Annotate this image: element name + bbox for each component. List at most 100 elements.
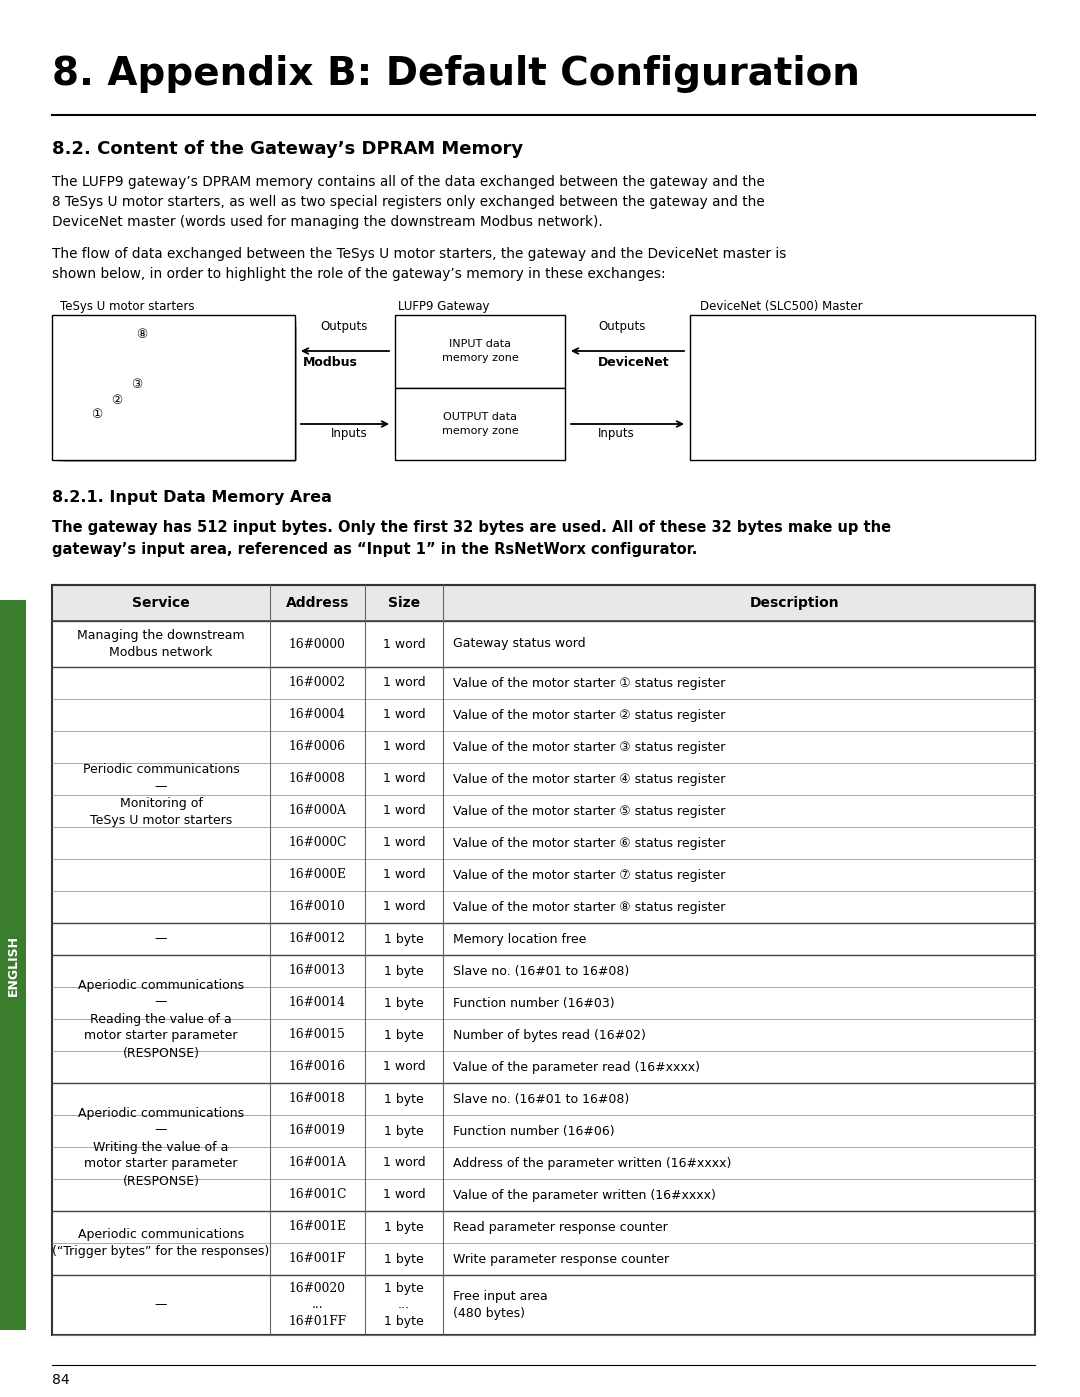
Text: DeviceNet (SLC500) Master: DeviceNet (SLC500) Master: [700, 300, 863, 313]
Text: 8.2. Content of the Gateway’s DPRAM Memory: 8.2. Content of the Gateway’s DPRAM Memo…: [52, 140, 523, 158]
Text: Value of the motor starter ① status register: Value of the motor starter ① status regi…: [453, 676, 726, 690]
Text: Function number (16#06): Function number (16#06): [453, 1125, 615, 1137]
Bar: [52, 314, 295, 460]
Text: Number of bytes read (16#02): Number of bytes read (16#02): [453, 1028, 646, 1042]
Text: 1 word: 1 word: [382, 708, 426, 721]
Bar: [58, 321, 295, 460]
Text: 16#0019: 16#0019: [289, 1125, 346, 1137]
Text: Periodic communications
—
Monitoring of
TeSys U motor starters: Periodic communications — Monitoring of …: [83, 763, 240, 827]
Text: 1 byte: 1 byte: [384, 1221, 423, 1234]
Text: —: —: [154, 1298, 167, 1312]
Text: INPUT data
memory zone: INPUT data memory zone: [442, 339, 518, 363]
Text: 1 word: 1 word: [382, 637, 426, 651]
Text: Function number (16#03): Function number (16#03): [453, 996, 615, 1010]
Text: Address of the parameter written (16#xxxx): Address of the parameter written (16#xxx…: [453, 1157, 731, 1169]
Text: Memory location free: Memory location free: [453, 933, 586, 946]
Text: Description: Description: [750, 597, 839, 610]
Bar: [690, 314, 1035, 460]
Text: OUTPUT data
memory zone: OUTPUT data memory zone: [442, 412, 518, 436]
Text: 16#0004: 16#0004: [289, 708, 346, 721]
Text: 1 byte
...
1 byte: 1 byte ... 1 byte: [384, 1282, 423, 1329]
Text: ENGLISH: ENGLISH: [6, 935, 19, 996]
Text: 1 word: 1 word: [382, 1189, 426, 1201]
Text: 16#0016: 16#0016: [289, 1060, 346, 1073]
Text: 1 word: 1 word: [382, 773, 426, 785]
Text: 16#0014: 16#0014: [289, 996, 346, 1010]
Text: 1 byte: 1 byte: [384, 1092, 423, 1105]
Text: 16#0008: 16#0008: [289, 773, 346, 785]
Text: Inputs: Inputs: [598, 427, 635, 440]
Text: 1 byte: 1 byte: [384, 964, 423, 978]
Text: 16#0020
...
16#01FF: 16#0020 ... 16#01FF: [288, 1282, 347, 1329]
Text: 1 byte: 1 byte: [384, 1125, 423, 1137]
Text: The LUFP9 gateway’s DPRAM memory contains all of the data exchanged between the : The LUFP9 gateway’s DPRAM memory contain…: [52, 175, 765, 229]
Text: 1 word: 1 word: [382, 805, 426, 817]
Text: 16#000C: 16#000C: [288, 837, 347, 849]
Text: 1 word: 1 word: [382, 869, 426, 882]
Text: ⑧: ⑧: [136, 328, 148, 341]
Bar: [52, 585, 1035, 622]
Bar: [52, 585, 1035, 1336]
Text: Slave no. (16#01 to 16#08): Slave no. (16#01 to 16#08): [453, 1092, 630, 1105]
Text: 1 word: 1 word: [382, 740, 426, 753]
Text: 16#0018: 16#0018: [289, 1092, 346, 1105]
Text: Value of the motor starter ⑥ status register: Value of the motor starter ⑥ status regi…: [453, 837, 726, 849]
Text: Address: Address: [286, 597, 349, 610]
Text: 16#001C: 16#001C: [288, 1189, 347, 1201]
Text: Service: Service: [132, 597, 190, 610]
Text: ①: ①: [92, 408, 103, 422]
Text: 1 byte: 1 byte: [384, 1253, 423, 1266]
Text: 1 word: 1 word: [382, 837, 426, 849]
Text: 16#000E: 16#000E: [288, 869, 347, 882]
Text: 1 word: 1 word: [382, 1157, 426, 1169]
Text: Size: Size: [388, 597, 420, 610]
Text: 16#0002: 16#0002: [289, 676, 346, 690]
Text: Value of the motor starter ④ status register: Value of the motor starter ④ status regi…: [453, 773, 726, 785]
Text: 1 byte: 1 byte: [384, 996, 423, 1010]
Text: 16#001E: 16#001E: [288, 1221, 347, 1234]
Text: 16#0015: 16#0015: [289, 1028, 346, 1042]
Text: Write parameter response counter: Write parameter response counter: [453, 1253, 670, 1266]
Text: 16#001A: 16#001A: [288, 1157, 347, 1169]
Text: Value of the motor starter ⑦ status register: Value of the motor starter ⑦ status regi…: [453, 869, 726, 882]
Text: TeSys U motor starters: TeSys U motor starters: [60, 300, 194, 313]
Text: 8.2.1. Input Data Memory Area: 8.2.1. Input Data Memory Area: [52, 490, 332, 504]
Text: 16#0012: 16#0012: [289, 933, 346, 946]
Text: Slave no. (16#01 to 16#08): Slave no. (16#01 to 16#08): [453, 964, 630, 978]
Text: Value of the motor starter ② status register: Value of the motor starter ② status regi…: [453, 708, 726, 721]
Text: 1 word: 1 word: [382, 1060, 426, 1073]
Text: 16#000A: 16#000A: [288, 805, 347, 817]
Text: Outputs: Outputs: [321, 320, 368, 332]
Text: 1 word: 1 word: [382, 901, 426, 914]
Bar: [64, 327, 295, 460]
Text: 16#0000: 16#0000: [289, 637, 346, 651]
Text: 84: 84: [52, 1373, 69, 1387]
Text: 1 word: 1 word: [382, 676, 426, 690]
Bar: [395, 314, 565, 388]
Text: Aperiodic communications
(“Trigger bytes” for the responses): Aperiodic communications (“Trigger bytes…: [52, 1228, 270, 1259]
Text: LUFP9 Gateway: LUFP9 Gateway: [399, 300, 489, 313]
Text: 1 byte: 1 byte: [384, 1028, 423, 1042]
Text: Read parameter response counter: Read parameter response counter: [453, 1221, 667, 1234]
Text: The flow of data exchanged between the TeSys U motor starters, the gateway and t: The flow of data exchanged between the T…: [52, 247, 786, 281]
Text: Gateway status word: Gateway status word: [453, 637, 585, 651]
Text: Value of the motor starter ③ status register: Value of the motor starter ③ status regi…: [453, 740, 726, 753]
Text: Aperiodic communications
—
Writing the value of a
motor starter parameter
(RESPO: Aperiodic communications — Writing the v…: [78, 1106, 244, 1187]
Text: Outputs: Outputs: [598, 320, 646, 332]
Text: —: —: [154, 933, 167, 946]
Text: DeviceNet: DeviceNet: [598, 356, 670, 369]
Text: 8. Appendix B: Default Configuration: 8. Appendix B: Default Configuration: [52, 54, 860, 94]
Text: 16#0010: 16#0010: [289, 901, 346, 914]
Text: The gateway has 512 input bytes. Only the first 32 bytes are used. All of these : The gateway has 512 input bytes. Only th…: [52, 520, 891, 556]
Text: Managing the downstream
Modbus network: Managing the downstream Modbus network: [77, 629, 245, 659]
Text: Value of the parameter read (16#xxxx): Value of the parameter read (16#xxxx): [453, 1060, 700, 1073]
Text: ③: ③: [132, 379, 143, 391]
Text: Value of the motor starter ⑧ status register: Value of the motor starter ⑧ status regi…: [453, 901, 726, 914]
Text: ②: ②: [111, 394, 123, 407]
Text: 16#001F: 16#001F: [288, 1253, 347, 1266]
Text: 1 byte: 1 byte: [384, 933, 423, 946]
Text: Aperiodic communications
—
Reading the value of a
motor starter parameter
(RESPO: Aperiodic communications — Reading the v…: [78, 978, 244, 1059]
Bar: [0, 599, 26, 1330]
Text: 16#0013: 16#0013: [289, 964, 346, 978]
Text: Free input area
(480 bytes): Free input area (480 bytes): [453, 1291, 548, 1320]
